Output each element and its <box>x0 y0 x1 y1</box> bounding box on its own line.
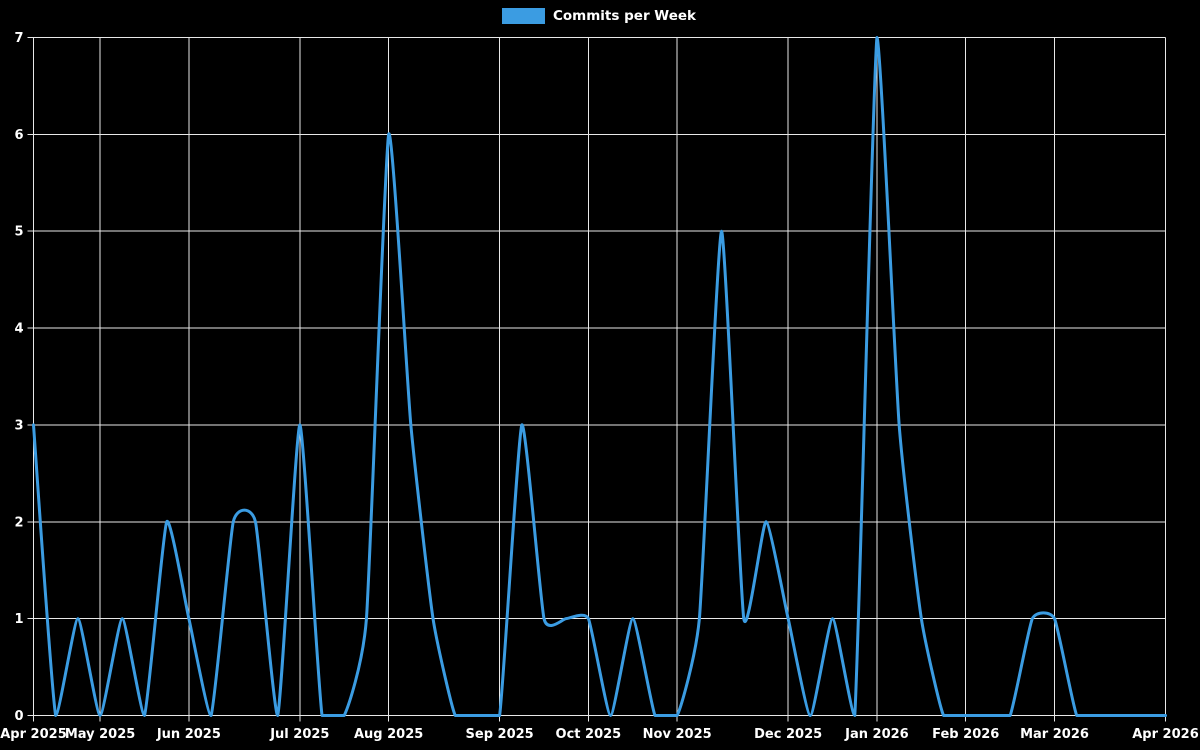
x-tick-label: Sep 2025 <box>466 727 534 742</box>
x-tick-label: Apr 2025 <box>0 727 67 742</box>
y-tick-label: 1 <box>14 612 23 627</box>
y-tick-label: 6 <box>14 128 23 143</box>
legend-swatch <box>501 8 545 24</box>
commits-line-series <box>32 36 1167 717</box>
x-tick-label: Apr 2026 <box>1132 727 1199 742</box>
y-tick-label: 5 <box>14 225 23 240</box>
x-tick-label: Mar 2026 <box>1020 727 1089 742</box>
x-tick-label: Oct 2025 <box>556 727 622 742</box>
x-tick-label: Jun 2025 <box>156 727 221 742</box>
x-tick-label: Jul 2025 <box>269 727 329 742</box>
y-tick-label: 2 <box>14 515 23 530</box>
x-tick-label: Dec 2025 <box>754 727 822 742</box>
y-tick-label: 4 <box>14 322 23 337</box>
legend-label: Commits per Week <box>552 8 697 24</box>
y-tick-label: 7 <box>14 31 23 46</box>
y-tick-label: 3 <box>14 418 23 433</box>
y-tick-label: 0 <box>14 709 23 724</box>
x-tick-label: May 2025 <box>65 727 136 742</box>
x-tick-label: Jan 2026 <box>844 727 909 742</box>
x-tick-label: Nov 2025 <box>643 727 712 742</box>
x-tick-label: Aug 2025 <box>354 727 423 742</box>
x-tick-label: Feb 2026 <box>932 727 999 742</box>
legend-item-commits-per-week[interactable]: Commits per Week <box>501 8 697 24</box>
